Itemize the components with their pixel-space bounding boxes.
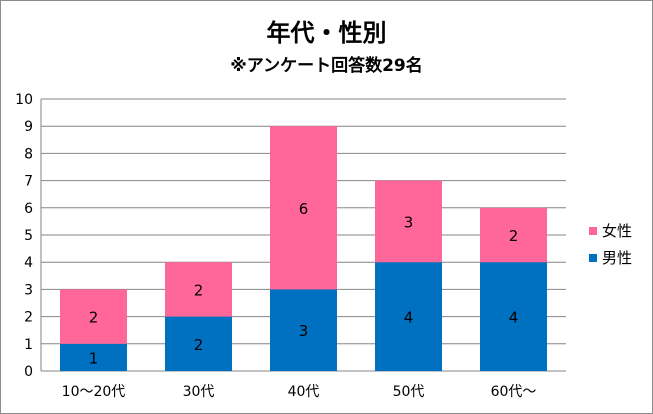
y-tick-label: 6 bbox=[24, 201, 33, 217]
x-tick-label: 30代 bbox=[183, 384, 215, 400]
bar-segment bbox=[270, 289, 337, 371]
data-label: 2 bbox=[89, 309, 99, 327]
data-label: 1 bbox=[89, 349, 99, 367]
bar-segment bbox=[480, 262, 547, 371]
x-tick-label: 50代 bbox=[393, 384, 425, 400]
x-tick-label: 60代～ bbox=[491, 384, 537, 400]
data-label: 2 bbox=[194, 281, 204, 299]
data-label: 4 bbox=[404, 309, 414, 327]
bar-segment bbox=[480, 207, 547, 263]
legend-label: 女性 bbox=[602, 222, 633, 240]
legend-label: 男性 bbox=[602, 249, 633, 267]
x-tick-label: 40代 bbox=[288, 384, 320, 400]
y-tick-label: 2 bbox=[24, 310, 33, 326]
bar-segment bbox=[165, 316, 232, 371]
data-label: 4 bbox=[509, 309, 519, 327]
data-label: 2 bbox=[194, 336, 204, 354]
y-tick-label: 10 bbox=[15, 92, 33, 108]
data-label: 3 bbox=[299, 322, 309, 340]
y-tick-label: 1 bbox=[24, 337, 33, 353]
chart-title: 年代・性別 bbox=[266, 19, 387, 47]
y-tick-label: 7 bbox=[24, 174, 33, 190]
x-tick-label: 10～20代 bbox=[62, 384, 126, 400]
legend-swatch bbox=[589, 254, 597, 262]
y-tick-label: 5 bbox=[24, 228, 33, 244]
data-label: 6 bbox=[299, 200, 309, 218]
legend-swatch bbox=[589, 227, 597, 235]
y-tick-label: 3 bbox=[24, 282, 33, 298]
bar-segment bbox=[60, 289, 127, 344]
bar-segment bbox=[375, 180, 442, 263]
y-tick-label: 8 bbox=[24, 146, 33, 162]
y-tick-label: 0 bbox=[24, 364, 33, 380]
bar-segment bbox=[165, 262, 232, 317]
data-label: 3 bbox=[404, 213, 414, 231]
chart-subtitle: ※アンケート回答数29名 bbox=[230, 56, 423, 76]
bar-segment bbox=[270, 126, 337, 290]
data-label: 2 bbox=[509, 227, 519, 245]
y-tick-label: 9 bbox=[24, 119, 33, 135]
bar-segment bbox=[375, 262, 442, 371]
bar-segment bbox=[60, 343, 127, 371]
y-tick-label: 4 bbox=[24, 255, 33, 271]
